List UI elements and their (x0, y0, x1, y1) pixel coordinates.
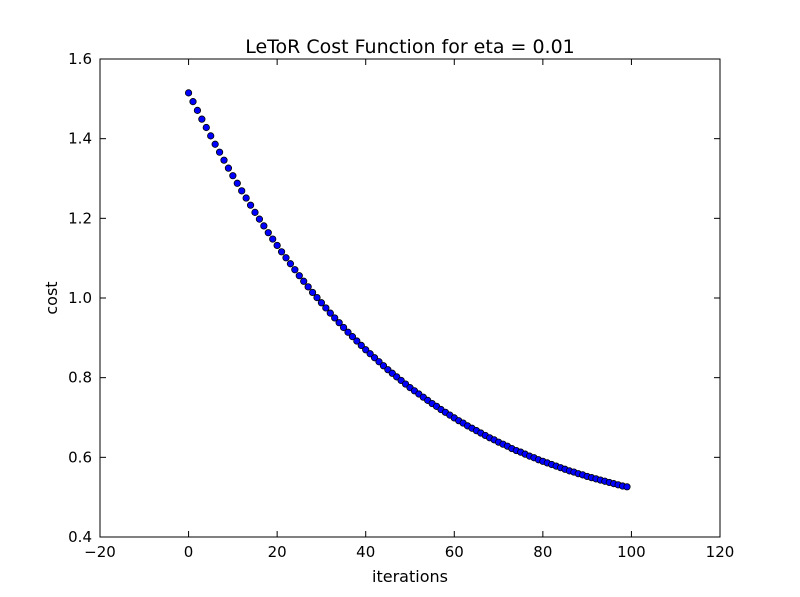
data-point (211, 140, 219, 148)
y-tick-label: 0.8 (68, 369, 92, 387)
x-tick-label: 120 (706, 543, 735, 561)
x-axis: −20 0 20 40 60 80 100 120 (84, 59, 734, 561)
x-axis-label: iterations (372, 567, 448, 586)
data-point (379, 362, 388, 370)
data-point (623, 483, 631, 491)
data-point (300, 277, 308, 285)
data-point (269, 235, 277, 243)
x-tick-label: −20 (84, 543, 116, 561)
y-tick-label: 1.0 (68, 289, 92, 307)
data-point (242, 194, 250, 202)
data-point (353, 337, 361, 345)
x-tick-label: 0 (184, 543, 194, 561)
data-point (362, 346, 370, 354)
data-point (331, 314, 339, 322)
data-point (251, 208, 259, 216)
data-point (335, 319, 343, 327)
data-point (224, 164, 233, 172)
data-point (229, 172, 237, 180)
data-point (273, 241, 281, 250)
data-point (215, 148, 224, 156)
y-axis: 0.4 0.6 0.8 1.0 1.2 1.4 1.6 (68, 50, 720, 546)
data-point (184, 89, 193, 97)
chart-title: LeToR Cost Function for eta = 0.01 (245, 36, 575, 58)
data-point (291, 266, 299, 274)
data-point (277, 248, 286, 256)
data-point (220, 156, 228, 164)
x-tick-label: 60 (445, 543, 464, 561)
y-tick-label: 1.2 (68, 209, 92, 227)
data-point (193, 106, 202, 114)
data-point (339, 323, 348, 332)
data-point (370, 354, 379, 362)
data-point (246, 201, 255, 209)
data-point (238, 187, 246, 195)
data-point (357, 341, 365, 350)
data-point (304, 283, 312, 291)
data-point (322, 304, 330, 312)
data-point (282, 254, 290, 262)
data-point (189, 98, 197, 106)
data-point (375, 358, 383, 366)
y-tick-label: 0.4 (68, 528, 92, 546)
y-tick-label: 1.4 (68, 130, 92, 148)
data-point (264, 229, 272, 237)
data-point (207, 132, 215, 140)
plot-frame (99, 58, 721, 538)
data-point (260, 222, 268, 230)
data-point (366, 350, 374, 358)
data-point (344, 328, 352, 336)
y-axis-label: cost (42, 281, 61, 314)
data-point (348, 333, 357, 341)
x-tick-label: 100 (617, 543, 646, 561)
data-point (313, 294, 321, 302)
data-point (295, 272, 303, 280)
data-point (317, 299, 326, 307)
y-tick-label: 0.6 (68, 448, 92, 466)
data-point (255, 215, 264, 223)
data-point (326, 309, 334, 317)
y-tick-label: 1.6 (68, 50, 92, 68)
data-point (202, 123, 210, 132)
x-tick-label: 40 (356, 543, 375, 561)
data-point (198, 115, 206, 123)
data-point (308, 288, 317, 297)
x-tick-label: 20 (268, 543, 287, 561)
data-point (286, 260, 295, 268)
x-tick-label: 80 (533, 543, 552, 561)
data-point (233, 179, 241, 187)
data-points (184, 89, 631, 491)
